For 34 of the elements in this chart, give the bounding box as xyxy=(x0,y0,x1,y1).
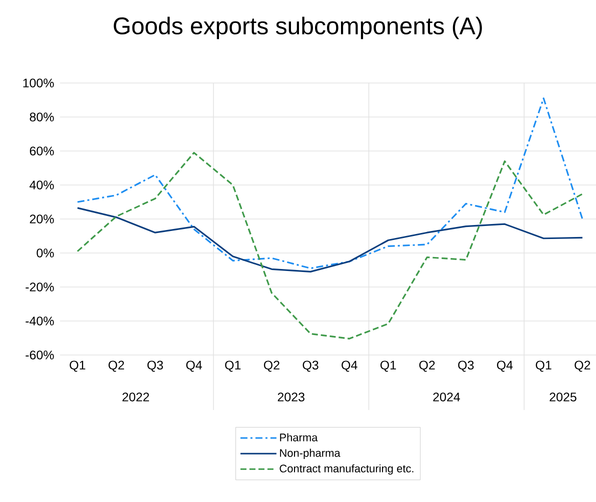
text: 2025 xyxy=(550,392,576,402)
y-tick-label: -40% xyxy=(26,316,54,326)
line-series xyxy=(76,97,584,270)
x-tick-label: Q2 xyxy=(574,360,590,372)
legend-label: Contract manufacturing etc. xyxy=(280,464,414,475)
legend-label: Non-pharma xyxy=(280,448,340,460)
x-tick-label: Q1 xyxy=(536,360,552,372)
x-tick-label: Q4 xyxy=(342,360,358,372)
x-tick-label: Q1 xyxy=(225,360,241,372)
line-series xyxy=(76,207,584,272)
y-tick-label: 40% xyxy=(30,180,54,190)
x-tick-label: Q2 xyxy=(264,360,280,372)
y-tick-label: 60% xyxy=(30,146,54,156)
x-tick-label: Q3 xyxy=(302,360,318,372)
y-tick-label: 80% xyxy=(30,112,54,122)
text: 2022 xyxy=(122,392,150,402)
x-tick-label: Q3 xyxy=(458,360,474,372)
text: 2023 xyxy=(278,392,304,402)
x-tick-label: Q1 xyxy=(70,360,86,372)
x-tick-label: Q2 xyxy=(419,360,435,372)
y-tick-label: 100% xyxy=(23,78,54,88)
x-tick-label: Q4 xyxy=(186,360,202,372)
text: 2024 xyxy=(433,392,460,402)
chart-title: Goods exports subcomponents (A) xyxy=(114,16,482,40)
x-tick-label: Q4 xyxy=(496,360,513,372)
y-tick-label: -20% xyxy=(26,282,54,292)
y-tick-label: 0% xyxy=(36,248,54,258)
legend-label: Pharma xyxy=(280,433,318,442)
x-tick-label: Q2 xyxy=(108,360,124,372)
line-series xyxy=(76,152,584,340)
x-tick-label: Q3 xyxy=(147,360,163,372)
x-tick-label: Q1 xyxy=(380,360,396,372)
y-tick-label: -60% xyxy=(26,350,54,360)
y-tick-label: 20% xyxy=(30,214,54,224)
